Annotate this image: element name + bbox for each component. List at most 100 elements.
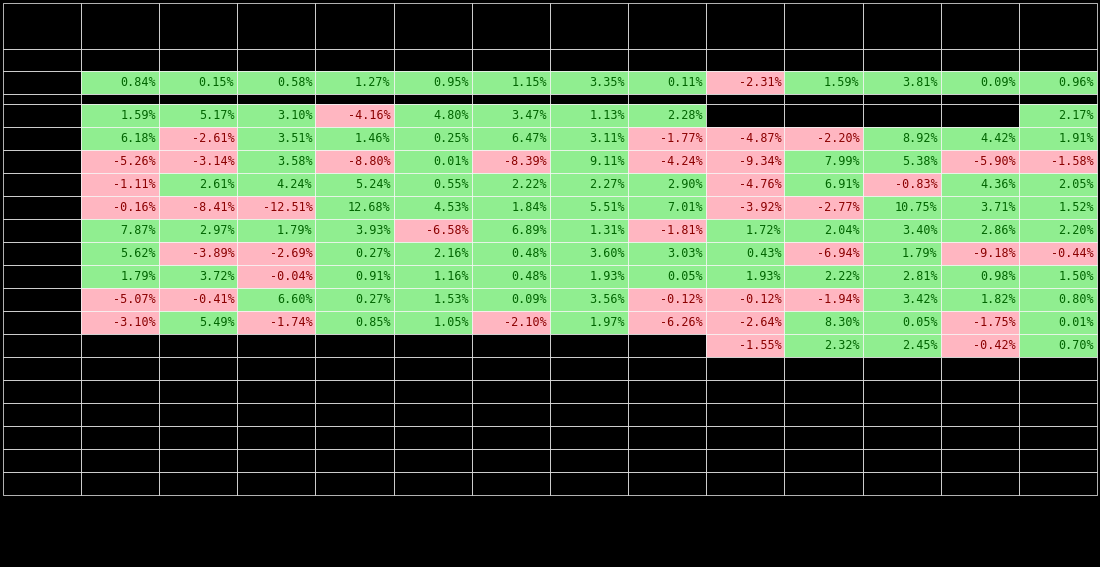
- Text: 7.01%: 7.01%: [668, 201, 703, 214]
- Bar: [81, 94, 160, 104]
- Text: -12.51%: -12.51%: [263, 201, 312, 214]
- Text: -3.92%: -3.92%: [738, 201, 781, 214]
- Text: 5.24%: 5.24%: [355, 178, 390, 191]
- Bar: [160, 150, 238, 173]
- Bar: [394, 173, 472, 196]
- Text: -2.20%: -2.20%: [817, 132, 859, 145]
- Bar: [862, 265, 940, 288]
- Bar: [784, 426, 862, 449]
- Bar: [706, 242, 784, 265]
- Text: 0.15%: 0.15%: [199, 76, 234, 89]
- Text: 6.18%: 6.18%: [121, 132, 156, 145]
- Bar: [628, 173, 706, 196]
- Bar: [784, 150, 862, 173]
- Bar: [628, 3, 706, 49]
- Bar: [3, 71, 81, 94]
- Text: -9.18%: -9.18%: [974, 247, 1015, 260]
- Text: 0.25%: 0.25%: [433, 132, 469, 145]
- Text: 3.40%: 3.40%: [902, 224, 937, 237]
- Bar: [628, 49, 706, 71]
- Bar: [238, 334, 316, 357]
- Bar: [3, 94, 81, 104]
- Text: 3.35%: 3.35%: [590, 76, 625, 89]
- Bar: [1019, 472, 1097, 495]
- Text: 4.80%: 4.80%: [433, 109, 469, 122]
- Bar: [706, 219, 784, 242]
- Text: 1.84%: 1.84%: [512, 201, 547, 214]
- Bar: [81, 242, 160, 265]
- Text: 1.31%: 1.31%: [590, 224, 625, 237]
- Bar: [862, 403, 940, 426]
- Text: 0.70%: 0.70%: [1058, 339, 1094, 352]
- Bar: [1019, 196, 1097, 219]
- Bar: [472, 94, 550, 104]
- Text: -2.69%: -2.69%: [270, 247, 312, 260]
- Bar: [940, 334, 1019, 357]
- Bar: [1019, 380, 1097, 403]
- Text: 5.49%: 5.49%: [199, 316, 234, 329]
- Bar: [940, 173, 1019, 196]
- Text: 0.58%: 0.58%: [277, 76, 312, 89]
- Bar: [940, 219, 1019, 242]
- Bar: [160, 311, 238, 334]
- Bar: [862, 357, 940, 380]
- Bar: [706, 311, 784, 334]
- Bar: [81, 288, 160, 311]
- Bar: [862, 242, 940, 265]
- Bar: [550, 49, 628, 71]
- Bar: [472, 49, 550, 71]
- Bar: [706, 265, 784, 288]
- Text: 0.09%: 0.09%: [512, 293, 547, 306]
- Bar: [160, 49, 238, 71]
- Bar: [862, 334, 940, 357]
- Bar: [316, 196, 394, 219]
- Text: 2.97%: 2.97%: [199, 224, 234, 237]
- Bar: [238, 127, 316, 150]
- Bar: [160, 357, 238, 380]
- Bar: [81, 449, 160, 472]
- Bar: [3, 357, 81, 380]
- Bar: [316, 150, 394, 173]
- Bar: [3, 173, 81, 196]
- Text: 6.47%: 6.47%: [512, 132, 547, 145]
- Bar: [550, 196, 628, 219]
- Bar: [394, 3, 472, 49]
- Bar: [628, 426, 706, 449]
- Text: 4.42%: 4.42%: [980, 132, 1015, 145]
- Bar: [628, 196, 706, 219]
- Bar: [940, 94, 1019, 104]
- Text: 1.79%: 1.79%: [277, 224, 312, 237]
- Bar: [550, 311, 628, 334]
- Text: 0.43%: 0.43%: [746, 247, 781, 260]
- Bar: [160, 71, 238, 94]
- Text: 1.46%: 1.46%: [355, 132, 390, 145]
- Text: 0.05%: 0.05%: [668, 270, 703, 283]
- Bar: [550, 380, 628, 403]
- Bar: [81, 311, 160, 334]
- Text: 2.61%: 2.61%: [199, 178, 234, 191]
- Bar: [550, 3, 628, 49]
- Text: 1.16%: 1.16%: [433, 270, 469, 283]
- Bar: [160, 472, 238, 495]
- Bar: [550, 150, 628, 173]
- Text: 3.72%: 3.72%: [199, 270, 234, 283]
- Bar: [628, 311, 706, 334]
- Bar: [706, 334, 784, 357]
- Bar: [394, 242, 472, 265]
- Bar: [706, 150, 784, 173]
- Text: 2.05%: 2.05%: [1058, 178, 1094, 191]
- Bar: [940, 311, 1019, 334]
- Text: -1.81%: -1.81%: [660, 224, 703, 237]
- Bar: [3, 472, 81, 495]
- Bar: [160, 265, 238, 288]
- Bar: [238, 403, 316, 426]
- Text: 6.89%: 6.89%: [512, 224, 547, 237]
- Bar: [550, 127, 628, 150]
- Bar: [706, 426, 784, 449]
- Bar: [81, 3, 160, 49]
- Text: 2.27%: 2.27%: [590, 178, 625, 191]
- Bar: [160, 173, 238, 196]
- Bar: [1019, 49, 1097, 71]
- Bar: [706, 357, 784, 380]
- Bar: [862, 219, 940, 242]
